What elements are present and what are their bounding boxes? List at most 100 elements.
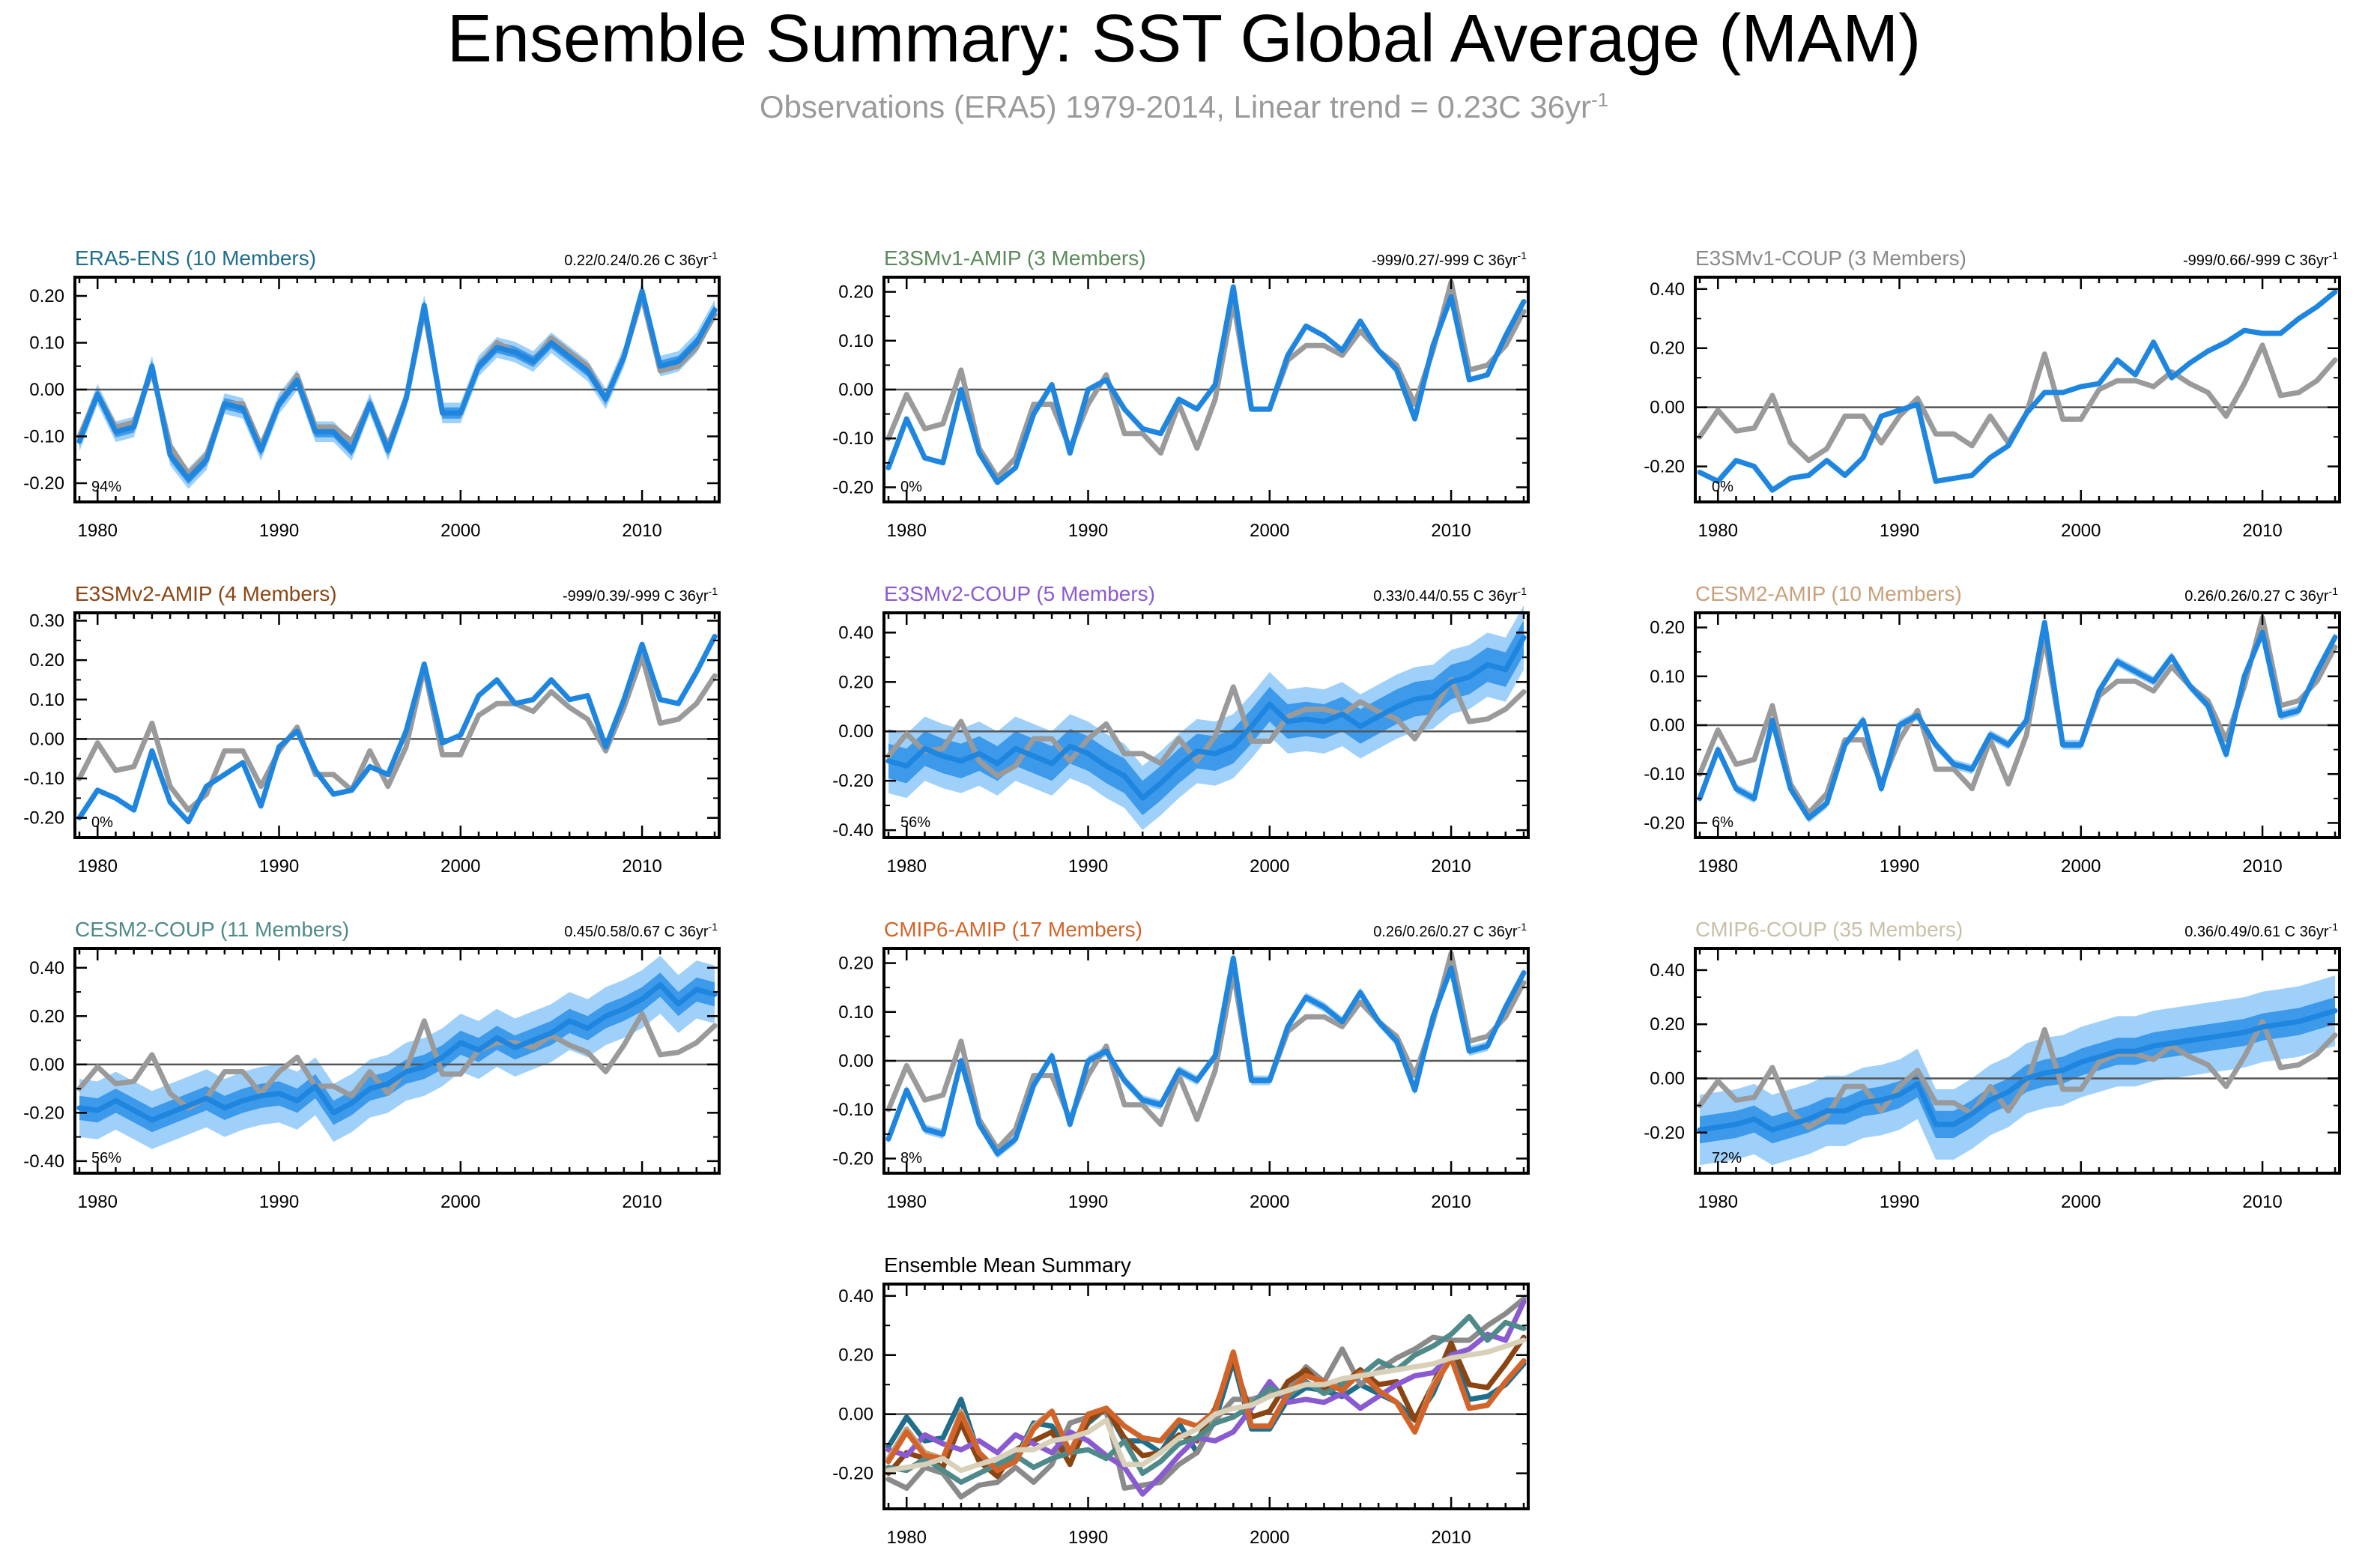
y-tick-label: 0.00 — [838, 721, 873, 742]
plot-frame — [73, 947, 721, 1175]
x-tick-label: 2000 — [2061, 1192, 2101, 1212]
trend-label-text: 0.36/0.49/0.61 C 36yr — [2184, 924, 2329, 940]
chart-panel: Ensemble Mean Summary 1980 1990 2000 2010 -0.… — [832, 1253, 1530, 1548]
series-line-cmip6-coup — [885, 1337, 1527, 1474]
x-tick-label: 2010 — [1431, 521, 1471, 541]
series-line-ensemble-mean — [76, 634, 718, 825]
trend-label-sup: -1 — [709, 249, 718, 261]
x-tick-label: 1990 — [1880, 856, 1919, 877]
x-tick-label: 2010 — [2242, 1192, 2282, 1212]
chart-panel: CMIP6-COUP (35 Members) 0.36/0.49/0.61 C … — [1644, 918, 2341, 1212]
y-tick-label: 0.20 — [29, 286, 64, 306]
trend-label-sup: -1 — [1518, 921, 1527, 933]
x-tick-label: 1980 — [1698, 1192, 1738, 1212]
trend-label: -999/0.39/-999 C 36yr-1 — [563, 585, 718, 605]
y-tick-label: -0.20 — [23, 1103, 64, 1123]
x-tick-label: 1980 — [887, 856, 927, 877]
x-tick-label: 2000 — [1250, 521, 1289, 541]
y-tick-label: 0.40 — [838, 623, 873, 643]
trend-label-text: 0.26/0.26/0.27 C 36yr — [1373, 924, 1518, 940]
x-tick-label: 1990 — [1068, 1192, 1108, 1212]
x-tick-label: 1990 — [1068, 521, 1108, 541]
series-line-ensemble-mean — [885, 284, 1527, 485]
trend-label: -999/0.27/-999 C 36yr-1 — [1372, 249, 1527, 269]
y-tick-label: 0.00 — [838, 1405, 873, 1425]
trend-label-text: 0.45/0.58/0.67 C 36yr — [564, 924, 709, 940]
plot-frame — [1694, 947, 2341, 1175]
series-line-observations-era5- — [76, 293, 718, 476]
trend-label: -999/0.66/-999 C 36yr-1 — [2183, 249, 2338, 269]
x-tick-label: 2000 — [1250, 1192, 1289, 1212]
ensemble-inner-band — [79, 972, 715, 1133]
x-tick-label: 1980 — [1698, 856, 1738, 877]
figure-header: Ensemble Summary: SST Global Average (MA… — [0, 0, 2368, 126]
trend-label: 0.36/0.49/0.61 C 36yr-1 — [2184, 921, 2338, 940]
x-tick-label: 2000 — [440, 521, 480, 541]
y-tick-label: 0.40 — [1650, 960, 1685, 981]
y-tick-label: 0.40 — [29, 958, 64, 978]
trend-label: 0.26/0.26/0.27 C 36yr-1 — [2184, 585, 2338, 605]
y-tick-label: 0.10 — [838, 1002, 873, 1023]
panel-title: E3SMv1-COUP (3 Members) — [1695, 246, 1966, 270]
trend-label-text: 0.33/0.44/0.55 C 36yr — [1373, 588, 1518, 605]
y-tick-label: 0.10 — [29, 690, 64, 710]
y-tick-label: 0.10 — [1650, 667, 1685, 687]
percent-label: 6% — [1712, 814, 1733, 831]
chart-panel: CESM2-COUP (11 Members) 0.45/0.58/0.67 C … — [23, 918, 721, 1212]
percent-label: 94% — [91, 479, 121, 495]
ensemble-outer-band — [1700, 975, 2335, 1166]
trend-label-text: 0.26/0.26/0.27 C 36yr — [2184, 588, 2329, 605]
panel-title: CMIP6-AMIP (17 Members) — [884, 918, 1142, 941]
y-tick-label: -0.20 — [1644, 457, 1685, 477]
series-line-e3smv1-amip — [885, 1349, 1527, 1474]
panel-title: ERA5-ENS (10 Members) — [75, 246, 316, 270]
trend-label-text: -999/0.39/-999 C 36yr — [563, 588, 709, 605]
y-tick-label: -0.20 — [23, 473, 64, 494]
chart-panel: CMIP6-AMIP (17 Members) 0.26/0.26/0.27 C … — [832, 918, 1530, 1212]
series-line-observations-era5- — [76, 653, 718, 813]
percent-label: 8% — [900, 1150, 922, 1166]
trend-label-sup: -1 — [1518, 249, 1527, 261]
trend-label-text: -999/0.66/-999 C 36yr — [2183, 252, 2329, 269]
y-tick-label: 0.00 — [29, 1055, 64, 1075]
panel-title: CESM2-AMIP (10 Members) — [1695, 582, 1962, 605]
series-line-observations-era5- — [885, 676, 1527, 779]
chart-panel: E3SMv1-COUP (3 Members) -999/0.66/-999 C … — [1644, 246, 2341, 541]
x-tick-label: 1980 — [1698, 521, 1738, 541]
x-tick-label: 1990 — [1068, 856, 1108, 877]
percent-label: 56% — [91, 1150, 121, 1166]
series-line-ensemble-mean — [1697, 1008, 2338, 1133]
trend-label: 0.33/0.44/0.55 C 36yr-1 — [1373, 585, 1527, 605]
y-tick-label: -0.10 — [832, 1100, 873, 1120]
panel-title: E3SMv1-AMIP (3 Members) — [884, 246, 1146, 270]
series-line-era5-ens — [885, 1349, 1527, 1474]
y-tick-label: 0.20 — [1650, 339, 1685, 359]
y-tick-label: 0.20 — [29, 650, 64, 671]
plot-frame — [882, 1283, 1530, 1510]
x-tick-label: 1990 — [1880, 1192, 1919, 1212]
chart-panel: E3SMv1-AMIP (3 Members) -999/0.27/-999 C … — [832, 246, 1530, 541]
series-line-ensemble-mean — [76, 288, 718, 482]
series-line-ensemble-mean — [76, 981, 718, 1123]
y-tick-label: -0.20 — [1644, 1123, 1685, 1143]
series-line-e3smv2-coup — [885, 1299, 1527, 1497]
panel-title: CESM2-COUP (11 Members) — [75, 918, 349, 941]
y-tick-label: 0.00 — [838, 1051, 873, 1071]
trend-label-sup: -1 — [709, 921, 718, 933]
y-tick-label: 0.20 — [838, 672, 873, 692]
plot-frame — [882, 611, 1530, 839]
y-tick-label: 0.20 — [838, 282, 873, 303]
y-tick-label: -0.20 — [23, 808, 64, 829]
percent-label: 72% — [1712, 1150, 1742, 1166]
figure-subtitle-sup: -1 — [1591, 88, 1609, 111]
trend-label-sup: -1 — [2329, 921, 2339, 933]
x-tick-label: 2000 — [440, 856, 480, 877]
x-tick-label: 1990 — [259, 1192, 299, 1212]
y-tick-label: 0.00 — [29, 380, 64, 400]
y-tick-label: -0.20 — [1644, 813, 1685, 833]
x-tick-label: 2010 — [622, 856, 661, 877]
x-tick-label: 2010 — [1431, 1192, 1471, 1212]
x-tick-label: 1980 — [78, 521, 118, 541]
figure-subtitle-text: Observations (ERA5) 1979-2014, Linear tr… — [759, 89, 1591, 124]
